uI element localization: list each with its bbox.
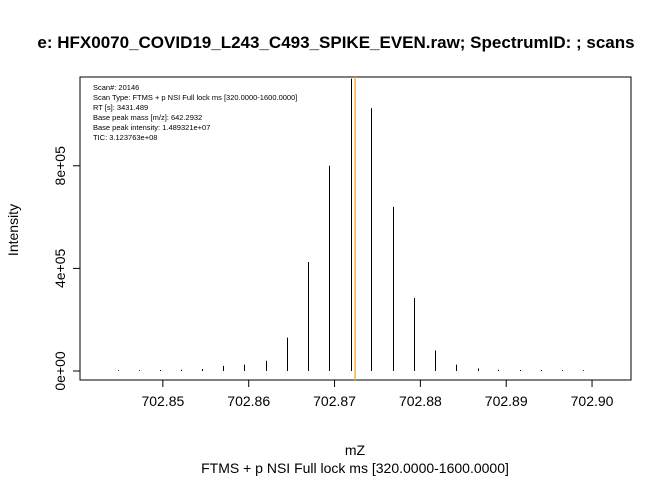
x-axis-subtitle: FTMS + p NSI Full lock ms [320.0000-1600… [201, 460, 509, 476]
x-axis: 702.85 702.86 702.87 702.88 702.89 702.90 [141, 380, 614, 409]
y-tick-label: 4e+05 [52, 249, 68, 289]
info-line-tic: TIC: 3.123763e+08 [93, 133, 157, 142]
y-tick-label: 8e+05 [52, 146, 68, 186]
chart-title: e: HFX0070_COVID19_L243_C493_SPIKE_EVEN.… [37, 33, 634, 52]
x-tick-label: 702.89 [485, 393, 528, 409]
x-tick-label: 702.87 [313, 393, 356, 409]
y-tick-label: 0e+00 [52, 351, 68, 391]
info-line-base-peak-mass: Base peak mass [m/z]: 642.2932 [93, 113, 202, 122]
peak-series [118, 78, 584, 371]
x-tick-label: 702.88 [399, 393, 442, 409]
y-axis: 0e+00 4e+05 8e+05 [52, 146, 80, 391]
x-tick-label: 702.86 [227, 393, 270, 409]
x-tick-label: 702.90 [571, 393, 614, 409]
info-line-rt: RT [s]: 3431.489 [93, 103, 148, 112]
x-tick-label: 702.85 [141, 393, 184, 409]
info-line-base-peak-intensity: Base peak intensity: 1.489321e+07 [93, 123, 210, 132]
info-line-scan-type: Scan Type: FTMS + p NSI Full lock ms [32… [93, 93, 297, 102]
x-axis-label: mZ [345, 442, 366, 458]
info-box: Scan#: 20146 Scan Type: FTMS + p NSI Ful… [93, 83, 297, 142]
y-axis-label: Intensity [5, 204, 21, 256]
info-line-scan: Scan#: 20146 [93, 83, 139, 92]
